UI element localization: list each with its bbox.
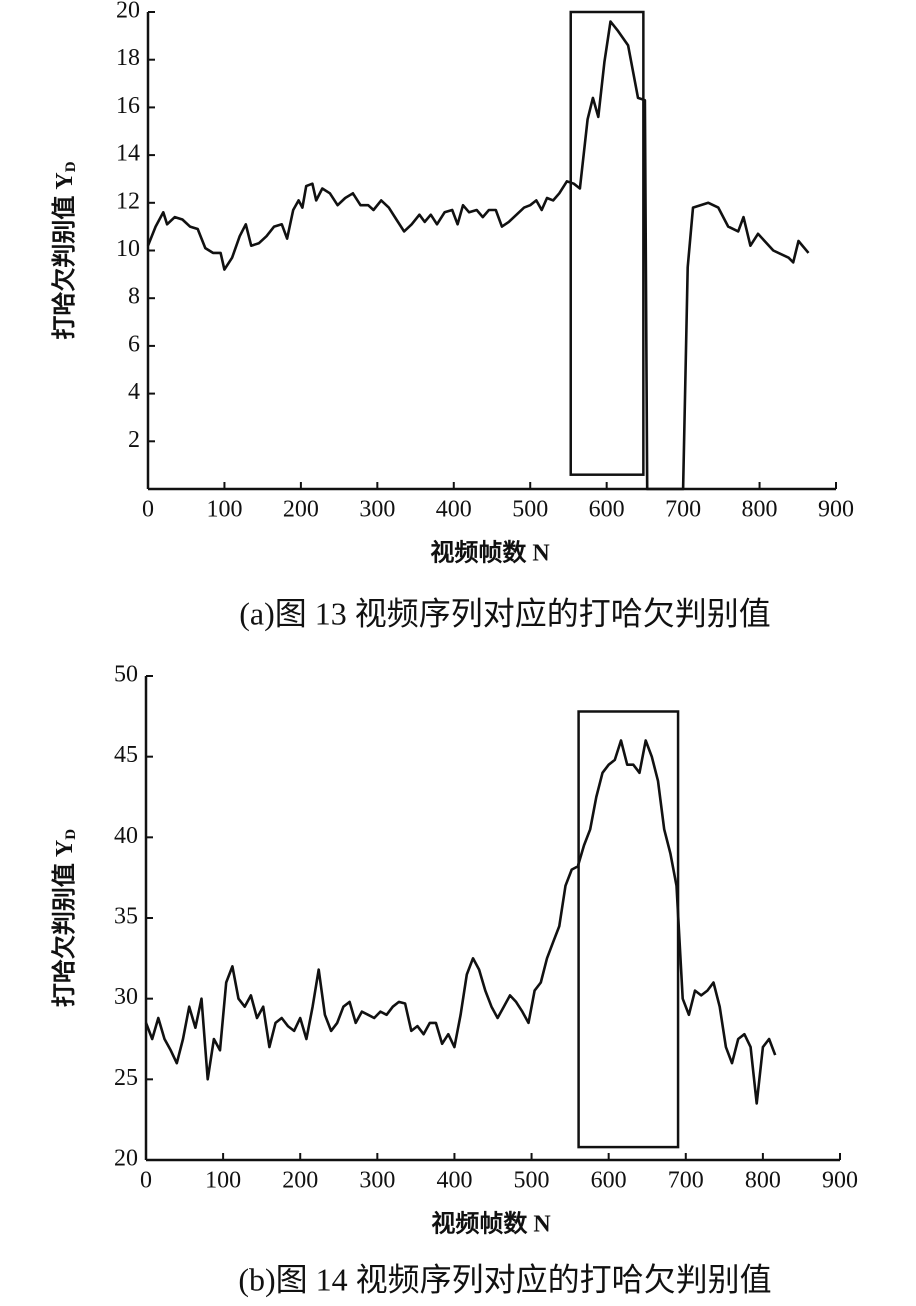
y-tick-label: 12 [116, 188, 140, 214]
highlight-box [569, 10, 645, 476]
x-tick-label: 300 [359, 1168, 395, 1194]
y-tick-label: 14 [116, 141, 140, 167]
x-tick-label: 700 [668, 1168, 704, 1194]
highlight-box [577, 710, 680, 1149]
y-axis-label-sub: D [63, 829, 79, 840]
y-tick-label: 10 [116, 236, 140, 262]
x-tick-label: 100 [205, 1168, 241, 1194]
x-tick-label: 200 [282, 1168, 318, 1194]
x-tick-label: 500 [514, 1168, 550, 1194]
y-tick-label: 2 [128, 427, 140, 453]
y-axis-label-main: 打哈欠判别值 Y [50, 840, 78, 1007]
x-tick-label: 0 [142, 497, 154, 523]
x-tick-label: 200 [283, 497, 319, 523]
x-tick-label: 100 [206, 497, 242, 523]
y-axis-label-main: 打哈欠判别值 Y [50, 172, 78, 339]
x-axis-label: 视频帧数 N [430, 540, 550, 567]
y-tick-label: 8 [128, 284, 140, 310]
x-tick-label: 900 [818, 497, 854, 523]
data-line [146, 20, 810, 491]
x-tick-label: 500 [512, 497, 548, 523]
y-axis-label-sub: D [63, 161, 79, 172]
y-tick-label: 20 [114, 1146, 138, 1172]
x-tick-label: 0 [140, 1168, 152, 1194]
y-tick-label: 16 [116, 93, 140, 119]
y-axis-label: 打哈欠判别值 YD [50, 161, 80, 339]
y-tick-label: 45 [114, 742, 138, 768]
y-tick-label: 50 [114, 662, 138, 688]
y-tick-label: 18 [116, 45, 140, 71]
x-tick-label: 600 [591, 1168, 627, 1194]
y-tick-label: 40 [114, 823, 138, 849]
x-tick-label: 300 [359, 497, 395, 523]
x-tick-label: 900 [822, 1168, 858, 1194]
y-tick-label: 4 [128, 379, 140, 405]
data-line [144, 739, 777, 1105]
x-tick-label: 700 [665, 497, 701, 523]
x-tick-label: 800 [742, 497, 778, 523]
y-tick-label: 20 [116, 0, 140, 24]
y-tick-label: 35 [114, 904, 138, 930]
x-tick-label: 800 [745, 1168, 781, 1194]
x-tick-label: 400 [436, 1168, 472, 1194]
y-tick-label: 25 [114, 1065, 138, 1091]
caption: (a)图 13 视频序列对应的打哈欠判别值 [239, 595, 771, 631]
y-tick-label: 30 [114, 984, 138, 1010]
y-axis-label: 打哈欠判别值 YD [50, 829, 80, 1007]
x-axis-label: 视频帧数 N [431, 1211, 551, 1238]
y-tick-label: 6 [128, 331, 140, 357]
x-tick-label: 400 [436, 497, 472, 523]
x-tick-label: 600 [589, 497, 625, 523]
caption: (b)图 14 视频序列对应的打哈欠判别值 [238, 1261, 771, 1297]
